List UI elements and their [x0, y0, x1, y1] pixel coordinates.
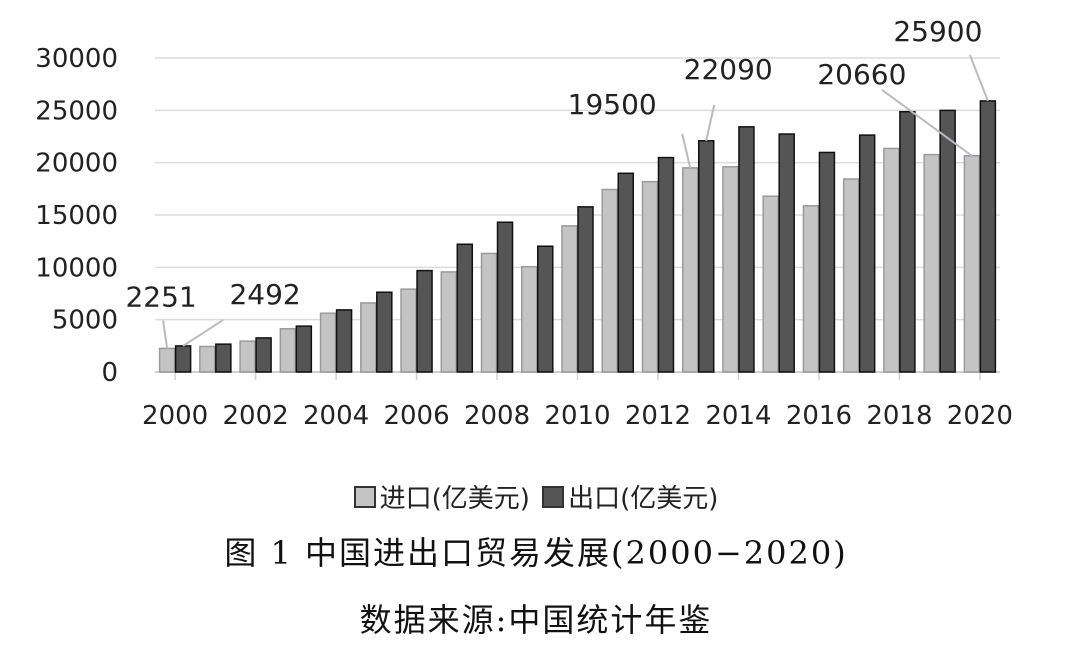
- bar-export: [537, 245, 554, 373]
- x-tick-label: 2014: [705, 401, 771, 431]
- bar-export: [818, 151, 836, 373]
- bar-export: [979, 100, 997, 373]
- y-tick-label: 5000: [52, 306, 118, 336]
- x-tick-label: 2018: [866, 401, 932, 431]
- x-tick-label: 2010: [544, 401, 610, 431]
- bar-import: [521, 265, 538, 373]
- bar-export: [697, 140, 715, 373]
- bar-import: [923, 153, 940, 373]
- label-leader: [162, 320, 169, 349]
- legend-label-export: 出口(亿美元): [568, 484, 719, 514]
- bar-import: [199, 345, 216, 373]
- bar-export: [577, 206, 594, 373]
- legend-label-import: 进口(亿美元): [379, 484, 530, 514]
- y-tick-label: 20000: [35, 149, 118, 179]
- bar-import: [158, 347, 176, 373]
- bar-export: [858, 134, 876, 373]
- x-tick-label: 2012: [625, 401, 691, 431]
- bar-export: [657, 156, 675, 373]
- y-tick-label: 30000: [35, 44, 118, 74]
- bar-export: [335, 309, 353, 373]
- bar-export: [496, 221, 514, 373]
- bar-import: [239, 340, 256, 373]
- y-tick-label: 25000: [35, 96, 118, 126]
- bar-export: [295, 325, 313, 373]
- bar-import: [319, 312, 337, 373]
- y-tick-label: 10000: [35, 253, 118, 283]
- y-tick-label: 0: [101, 358, 118, 388]
- label-leader: [881, 88, 973, 157]
- data-labels: 2251 2492 19500 22090 20660 25900: [125, 15, 989, 349]
- bar-export: [215, 343, 232, 373]
- x-tick-label: 2020: [947, 401, 1013, 431]
- bars: [158, 100, 997, 373]
- bar-import: [561, 225, 578, 373]
- bar-import: [722, 166, 739, 373]
- bar-import: [641, 180, 659, 373]
- bar-import: [883, 147, 900, 373]
- bar-export: [778, 133, 795, 373]
- bar-import: [480, 252, 498, 373]
- bar-export: [456, 243, 474, 373]
- bar-import: [963, 155, 981, 373]
- label-leader: [681, 133, 692, 169]
- data-label: 20660: [817, 58, 906, 91]
- bar-import: [842, 178, 860, 373]
- bar-export: [416, 269, 433, 373]
- bar-export: [617, 172, 634, 373]
- bar-import: [681, 167, 699, 373]
- y-axis-labels: 0 5000 10000 15000 20000 25000 30000: [35, 44, 118, 388]
- x-tick-label: 2004: [303, 401, 369, 431]
- data-label: 2492: [229, 278, 300, 311]
- legend: 进口(亿美元) 出口(亿美元): [0, 478, 1072, 515]
- bar-import: [762, 195, 779, 373]
- bar-export: [376, 291, 393, 373]
- label-leader: [182, 319, 224, 347]
- bar-import: [601, 188, 618, 373]
- bar-import: [802, 205, 820, 373]
- x-tick-label: 2002: [223, 401, 289, 431]
- legend-item-import: 进口(亿美元): [353, 478, 530, 515]
- legend-swatch-export: [542, 485, 565, 508]
- data-label: 25900: [893, 15, 982, 48]
- x-tick-label: 2000: [142, 401, 208, 431]
- bar-import: [400, 288, 417, 373]
- x-tick-label: 2016: [786, 401, 852, 431]
- bar-export: [255, 337, 272, 373]
- bar-export: [174, 345, 192, 373]
- bar-import: [440, 271, 458, 373]
- x-axis-ticks: 2000 2002 2004 2006 2008 2010 2012 2014 2016 2018…: [142, 372, 1013, 431]
- data-source: 数据来源:中国统计年鉴: [359, 601, 713, 639]
- legend-swatch-import: [353, 485, 376, 508]
- x-tick-label: 2008: [464, 401, 530, 431]
- label-leader: [705, 104, 716, 142]
- data-label: 19500: [568, 88, 657, 121]
- data-label: 22090: [684, 53, 773, 86]
- bar-import: [360, 302, 377, 373]
- x-tick-label: 2006: [383, 401, 449, 431]
- bar-export: [899, 110, 916, 373]
- bar-export: [738, 126, 755, 373]
- label-leader: [968, 54, 989, 102]
- y-tick-label: 15000: [35, 201, 118, 231]
- bar-export: [939, 109, 956, 373]
- bar-import: [279, 328, 297, 373]
- legend-item-export: 出口(亿美元): [542, 478, 718, 515]
- data-label: 2251: [125, 280, 196, 313]
- figure-caption: 图 1 中国进出口贸易发展(2000−2020): [224, 534, 848, 572]
